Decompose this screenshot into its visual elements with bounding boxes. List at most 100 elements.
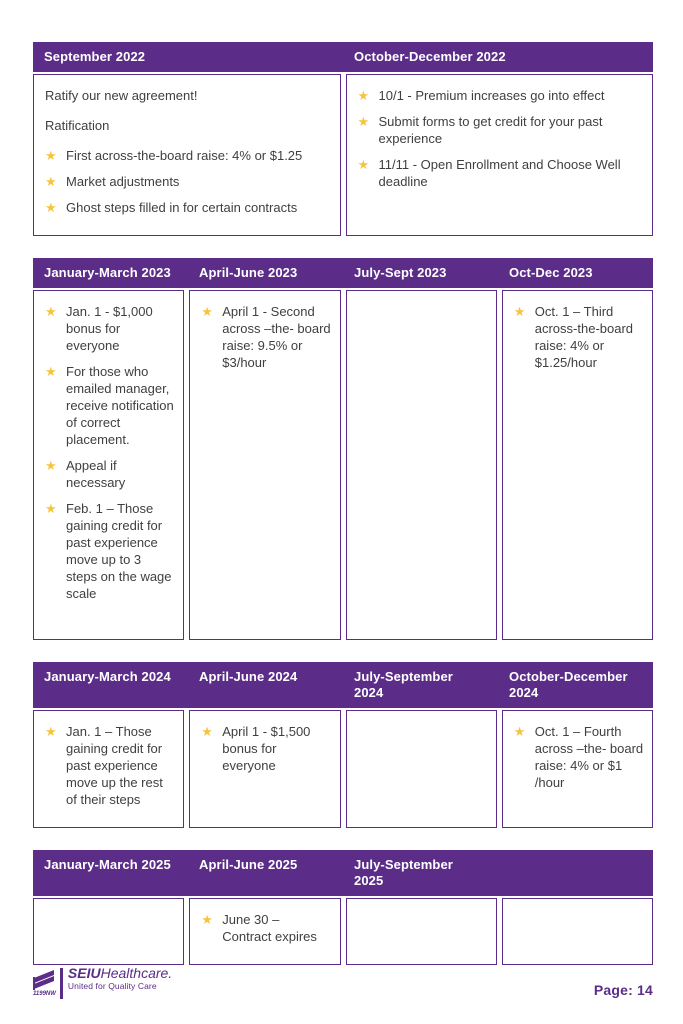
quarter-cell: ★ June 30 – Contract expires	[189, 898, 341, 965]
star-icon: ★	[357, 88, 370, 103]
column-header: October-December 2022	[354, 49, 506, 64]
bullet-item: ★ First across-the-board raise: 4% or $1.…	[45, 147, 332, 164]
bullet-text: Feb. 1 – Those gaining credit for past e…	[66, 501, 172, 601]
star-icon: ★	[357, 157, 370, 172]
column-header	[498, 850, 653, 896]
quarter-cell: ★ Oct. 1 – Third across-the-board raise: …	[501, 290, 653, 640]
union-flag-icon: 1199NW	[33, 969, 56, 998]
column-header: July-Sept 2023	[354, 265, 447, 280]
star-icon: ★	[45, 304, 57, 319]
cell-paragraph: Ratification	[45, 118, 110, 133]
table-header-row: January-March 2023 April-June 2023 July-Se…	[33, 258, 653, 288]
bullet-item: ★ 11/11 - Open Enrollment and Choose Well…	[358, 156, 645, 190]
bullet-item: ★ Ghost steps filled in for certain contr…	[45, 199, 332, 216]
quarter-cell: ★ Oct. 1 – Fourth across –the- board rais…	[501, 710, 653, 828]
quarter-table-2023: January-March 2023 April-June 2023 July-Se…	[33, 258, 653, 640]
quarter-cell: ★ April 1 - $1,500 bonus for everyone	[189, 710, 341, 828]
bullet-text: 11/11 - Open Enrollment and Choose Well …	[378, 157, 621, 189]
table-header-row: January-March 2025 April-June 2025 July-Se…	[33, 850, 653, 896]
tables: September 2022 October-December 2022 Ratif…	[33, 42, 653, 987]
bullet-text: June 30 – Contract expires	[222, 912, 317, 944]
table-body-row: ★ Jan. 1 - $1,000 bonus for everyone ★ For …	[33, 290, 653, 640]
bullet-item: ★ April 1 - Second across –the- board rai…	[201, 303, 331, 371]
page-number: Page: 14	[593, 982, 653, 998]
bullet-item: ★ June 30 – Contract expires	[201, 911, 331, 945]
quarter-table-2022: September 2022 October-December 2022 Ratif…	[33, 42, 653, 236]
quarter-cell: Ratify our new agreement! Ratification ★ Fi…	[33, 74, 341, 236]
table-body-row: Ratify our new agreement! Ratification ★ Fi…	[33, 74, 653, 236]
bullet-text: Appeal if necessary	[66, 458, 126, 490]
table-header-row: September 2022 October-December 2022	[33, 42, 653, 72]
bullet-text: April 1 - Second across –the- board rais…	[222, 304, 331, 370]
column-header: January-March 2024	[44, 669, 171, 684]
logo-text: SEIUHealthcare. United for Quality Care	[67, 965, 173, 992]
star-icon: ★	[45, 200, 57, 215]
bullet-item: ★ Market adjustments	[45, 173, 332, 190]
star-icon: ★	[513, 304, 526, 319]
quarter-cell: ★ April 1 - Second across –the- board rai…	[189, 290, 341, 640]
bullet-text: First across-the-board raise: 4% or $1.2…	[66, 148, 303, 163]
bullet-item: ★ Jan. 1 - $1,000 bonus for everyone	[45, 303, 175, 354]
column-header: April-June 2024	[199, 669, 298, 684]
star-icon: ★	[357, 114, 370, 129]
bullet-item: ★ Feb. 1 – Those gaining credit for past …	[45, 500, 175, 602]
star-icon: ★	[45, 148, 57, 163]
seiu-healthcare-logo: 1199NW SEIUHealthcare. United for Qualit…	[33, 966, 172, 999]
star-icon: ★	[45, 501, 57, 516]
quarter-cell	[33, 898, 185, 965]
quarter-table-2025: January-March 2025 April-June 2025 July-Se…	[33, 850, 653, 965]
column-header: January-March 2025	[44, 857, 171, 872]
star-icon: ★	[45, 724, 57, 739]
quarter-cell	[345, 710, 497, 828]
bullet-text: Oct. 1 – Fourth across –the- board raise…	[534, 724, 644, 790]
bullet-text: Ghost steps filled in for certain contra…	[66, 200, 298, 215]
bullet-item: ★ April 1 - $1,500 bonus for everyone	[201, 723, 331, 774]
column-header: April-June 2025	[199, 857, 298, 872]
column-header: September 2022	[44, 49, 146, 64]
cell-paragraph: Ratify our new agreement!	[45, 88, 198, 103]
bullet-text: For those who emailed manager, receive n…	[66, 364, 174, 447]
star-icon: ★	[45, 364, 57, 379]
star-icon: ★	[513, 724, 526, 739]
star-icon: ★	[201, 724, 213, 739]
table-body-row: ★ Jan. 1 – Those gaining credit for past …	[33, 710, 653, 828]
quarter-cell: ★ Jan. 1 - $1,000 bonus for everyone ★ For …	[33, 290, 185, 640]
column-header: October-December 2024	[509, 669, 628, 700]
bullet-item: ★ 10/1 - Premium increases go into effect	[358, 87, 645, 104]
table-body-row: ★ June 30 – Contract expires	[33, 898, 653, 965]
bullet-item: ★ Oct. 1 – Fourth across –the- board rais…	[514, 723, 644, 791]
table-header-row: January-March 2024 April-June 2024 July-Se…	[33, 662, 653, 708]
bullet-item: ★ For those who emailed manager, receive …	[45, 363, 175, 448]
column-header: April-June 2023	[199, 265, 298, 280]
bullet-item: ★ Submit forms to get credit for your pas…	[358, 113, 645, 147]
column-header: Oct-Dec 2023	[509, 265, 593, 280]
bullet-text: Market adjustments	[66, 174, 180, 189]
bullet-item: ★ Oct. 1 – Third across-the-board raise: …	[514, 303, 644, 371]
bullet-text: April 1 - $1,500 bonus for everyone	[222, 724, 311, 773]
star-icon: ★	[45, 174, 57, 189]
bullet-item: ★ Appeal if necessary	[45, 457, 175, 491]
logo-tagline: United for Quality Care	[67, 981, 157, 991]
column-header: July-September 2024	[354, 669, 453, 700]
column-header: January-March 2023	[44, 265, 171, 280]
bullet-text: Submit forms to get credit for your past…	[378, 114, 603, 146]
quarter-cell: ★ 10/1 - Premium increases go into effect…	[345, 74, 653, 236]
star-icon: ★	[201, 304, 213, 319]
column-header: July-September 2025	[354, 857, 453, 888]
star-icon: ★	[201, 912, 213, 927]
logo-org-name: SEIUHealthcare.	[67, 965, 173, 981]
bullet-item: ★ Jan. 1 – Those gaining credit for past …	[45, 723, 175, 808]
bullet-text: Oct. 1 – Third across-the-board raise: 4…	[534, 304, 634, 370]
bullet-text: Jan. 1 – Those gaining credit for past e…	[66, 724, 163, 807]
quarter-cell: ★ Jan. 1 – Those gaining credit for past …	[33, 710, 185, 828]
quarter-cell	[345, 898, 497, 965]
quarter-cell	[345, 290, 497, 640]
logo-divider	[59, 968, 63, 999]
logo-local-label: 1199NW	[33, 991, 56, 997]
quarter-cell	[501, 898, 653, 965]
bullet-text: 10/1 - Premium increases go into effect	[378, 88, 605, 103]
star-icon: ★	[45, 458, 57, 473]
quarter-table-2024: January-March 2024 April-June 2024 July-Se…	[33, 662, 653, 828]
bullet-text: Jan. 1 - $1,000 bonus for everyone	[66, 304, 153, 353]
